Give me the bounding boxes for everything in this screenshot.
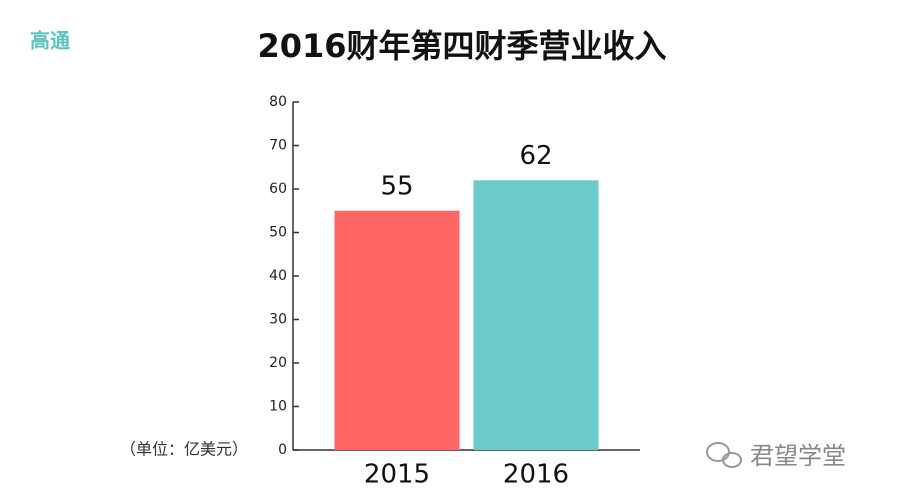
chart-title: 2016财年第四财季营业收入: [257, 27, 666, 65]
watermark: 君望学堂: [750, 442, 846, 470]
y-tick-label: 0: [278, 442, 287, 458]
x-tick-label: 2016: [503, 460, 569, 490]
unit-label: （单位：亿美元）: [120, 440, 248, 459]
y-tick-label: 30: [269, 312, 287, 328]
data-label: 55: [380, 171, 413, 201]
bar: [334, 210, 460, 450]
y-tick-label: 20: [269, 355, 287, 371]
y-tick-label: 50: [269, 225, 287, 241]
y-tick-label: 10: [269, 399, 287, 415]
data-label: 62: [519, 141, 552, 171]
y-tick-label: 80: [269, 94, 287, 110]
bar: [473, 180, 599, 451]
y-tick-label: 60: [269, 181, 287, 197]
brand-label: 高通: [30, 29, 70, 53]
x-tick-label: 2015: [364, 460, 430, 490]
watermark-icon: [706, 442, 742, 468]
y-tick-label: 70: [269, 138, 287, 154]
y-tick-label: 40: [269, 268, 287, 284]
